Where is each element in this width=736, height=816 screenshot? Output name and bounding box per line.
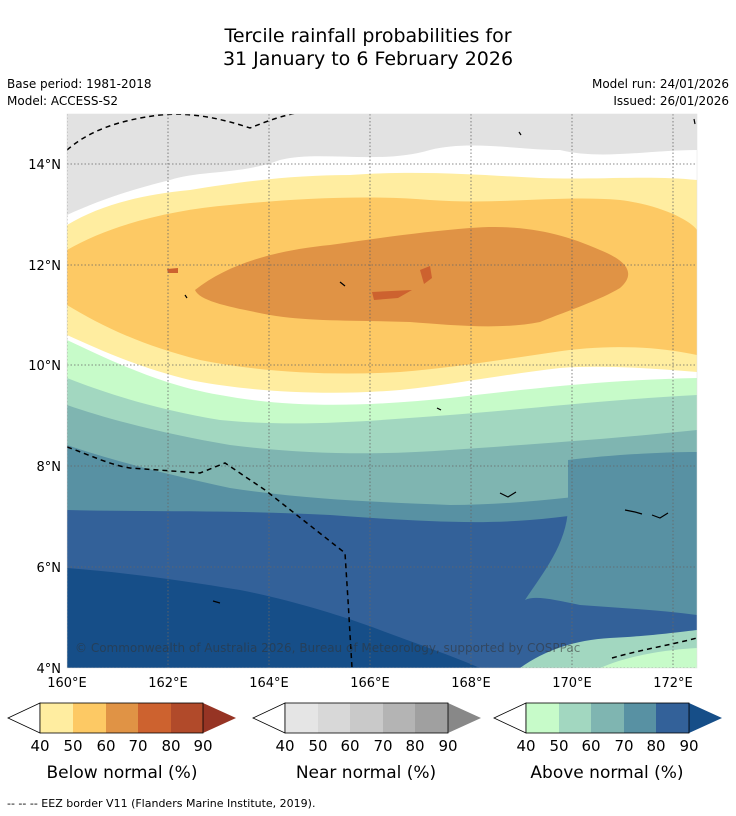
map-title-line1: Tercile rainfall probabilities for — [224, 25, 512, 47]
legend-above-normal-low-arrow — [493, 702, 527, 734]
legend-below-normal-swatch — [106, 703, 138, 733]
lat-label-6: 6°N — [37, 561, 62, 576]
island — [624, 509, 643, 515]
model-name: Model: ACCESS-S2 — [7, 94, 119, 108]
latitude-labels: 4°N 6°N 8°N 10°N 12°N 14°N — [28, 158, 61, 677]
lon-label-172: 172°E — [653, 676, 693, 691]
lon-label-164: 164°E — [249, 676, 289, 691]
legend-above-normal-tick: 70 — [614, 737, 633, 755]
legend-near-normal-low-arrow — [252, 702, 286, 734]
legend-above-normal: 40 50 60 70 80 90 Above normal (%) — [493, 702, 722, 783]
above-normal-90-band — [67, 568, 480, 668]
above-normal-70-right-lobe — [525, 452, 697, 615]
legend-near-normal-swatch — [383, 703, 415, 733]
legend-above-normal-swatch — [591, 703, 624, 733]
legend-below-normal-title: Below normal (%) — [47, 763, 198, 783]
eez-border-marshall — [67, 446, 353, 668]
metadata-left: Base period: 1981-2018 Model: ACCESS-S2 — [7, 76, 152, 110]
map-title-line2: 31 January to 6 February 2026 — [222, 48, 514, 70]
below-normal-60-band — [195, 226, 629, 327]
legend-below-normal-tick: 80 — [161, 737, 180, 755]
legend-near-normal: 40 50 60 70 80 90 Near normal (%) — [252, 702, 481, 783]
legend-near-normal-title: Near normal (%) — [296, 763, 436, 783]
islands — [184, 118, 696, 604]
legend-near-normal-frame — [284, 702, 449, 734]
legend-near-normal-swatch — [350, 703, 383, 733]
legend-above-normal-tick: 40 — [516, 737, 535, 755]
lat-label-8: 8°N — [37, 460, 62, 475]
island — [518, 131, 522, 136]
legend-above-normal-tick: 60 — [581, 737, 600, 755]
near-normal-top-band — [67, 114, 697, 215]
legend-near-normal-swatch — [415, 703, 448, 733]
legend-below-normal-tick: 50 — [63, 737, 82, 755]
legend-below-normal-tick: 90 — [193, 737, 212, 755]
legend-above-normal-swatch — [559, 703, 591, 733]
lat-label-10: 10°N — [28, 359, 61, 374]
below-normal-70-spot — [372, 290, 412, 300]
lon-label-168: 168°E — [451, 676, 491, 691]
legend-below-normal-high-arrow — [203, 703, 236, 733]
eez-borders — [67, 114, 697, 668]
map-frame — [66, 113, 698, 669]
legend-below-normal-tick: 40 — [30, 737, 49, 755]
island — [651, 512, 669, 519]
legend-below-normal: 40 50 60 70 80 90 Below normal (%) — [7, 702, 236, 783]
legend-below-normal-swatch — [73, 703, 106, 733]
model-run: Model run: 24/01/2026 — [591, 77, 729, 91]
metadata-right: Model run: 24/01/2026 Issued: 26/01/2026 — [592, 76, 729, 110]
legend-below-normal-tick: 70 — [128, 737, 147, 755]
legend-above-normal-title: Above normal (%) — [530, 763, 683, 783]
lon-label-162: 162°E — [148, 676, 188, 691]
island — [693, 118, 696, 125]
longitude-labels: 160°E 162°E 164°E 166°E 168°E 170°E 172°… — [47, 676, 693, 691]
gridlines — [67, 114, 697, 668]
legend-below-normal-frame — [39, 702, 204, 734]
island — [436, 407, 442, 411]
legend-above-normal-tick: 80 — [646, 737, 665, 755]
eez-footnote: -- -- -- EEZ border V11 (Flanders Marine… — [7, 797, 316, 810]
copyright-notice: © Commonwealth of Australia 2026, Bureau… — [75, 641, 580, 655]
legend-near-normal-tick: 50 — [308, 737, 327, 755]
legend-above-normal-swatch — [624, 703, 656, 733]
legend-above-normal-frame — [525, 702, 690, 734]
probability-field — [67, 114, 697, 668]
legend-near-normal-tick: 80 — [405, 737, 424, 755]
legend-above-normal-high-arrow — [689, 703, 722, 733]
island — [499, 491, 517, 498]
legend-near-normal-swatch — [285, 703, 318, 733]
lat-label-4: 4°N — [37, 662, 62, 677]
legend-near-normal-swatch — [318, 703, 350, 733]
base-period: Base period: 1981-2018 — [7, 77, 152, 91]
below-normal-70-spot-2 — [420, 266, 432, 284]
legend-near-normal-tick: 70 — [373, 737, 392, 755]
island — [184, 294, 188, 299]
island — [212, 600, 221, 604]
lat-label-14: 14°N — [28, 158, 61, 173]
legend-below-normal-tick: 60 — [96, 737, 115, 755]
legend-below-normal-low-arrow — [7, 702, 41, 734]
lon-label-170: 170°E — [552, 676, 592, 691]
legend-above-normal-swatch — [656, 703, 689, 733]
island — [339, 281, 346, 287]
legend-below-normal-swatch — [138, 703, 171, 733]
legend-near-normal-tick: 60 — [340, 737, 359, 755]
eez-border-north — [67, 114, 296, 151]
legend-near-normal-tick: 90 — [438, 737, 457, 755]
legend-above-normal-swatch — [526, 703, 559, 733]
legend-near-normal-tick: 40 — [275, 737, 294, 755]
issued-date: Issued: 26/01/2026 — [613, 94, 729, 108]
legend-near-normal-high-arrow — [448, 703, 481, 733]
legend-below-normal-swatch — [171, 703, 203, 733]
lon-label-160: 160°E — [47, 676, 87, 691]
legend-below-normal-swatch — [40, 703, 73, 733]
lat-label-12: 12°N — [28, 259, 61, 274]
below-normal-70-spot-3 — [167, 268, 178, 273]
legend-above-normal-tick: 90 — [679, 737, 698, 755]
lon-label-166: 166°E — [350, 676, 390, 691]
legend-above-normal-tick: 50 — [549, 737, 568, 755]
